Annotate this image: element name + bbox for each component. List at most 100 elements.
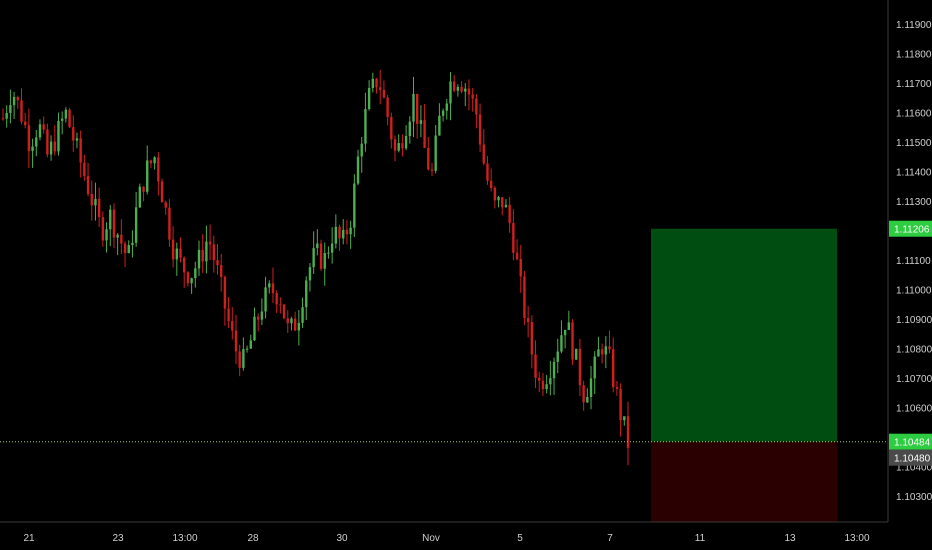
time-axis[interactable]: 21 23 13:00 28 30 Nov 5 7 11 13 13:00	[23, 533, 870, 544]
candle-body	[597, 349, 600, 357]
candle-body	[138, 186, 142, 208]
candle-body	[42, 124, 45, 130]
candle-body	[534, 354, 537, 378]
price-tick-label: 1.10700	[896, 374, 932, 385]
candle-body	[123, 243, 127, 253]
price-tick-label: 1.11100	[896, 256, 931, 267]
position-profit-zone[interactable]	[651, 228, 837, 442]
candle-body	[12, 96, 16, 106]
candle-body	[356, 156, 360, 184]
candle-body	[282, 304, 286, 319]
candle-body	[79, 138, 82, 163]
candle-body	[86, 176, 90, 195]
candle-body	[626, 416, 630, 448]
candle-body	[475, 98, 478, 115]
time-tick-label: Nov	[422, 533, 440, 544]
time-tick-label: 30	[336, 533, 348, 544]
candle-body	[168, 207, 171, 240]
candle-body	[379, 87, 382, 90]
time-tick-label: 13	[784, 533, 796, 544]
candle-body	[608, 346, 611, 350]
candle-body	[353, 183, 356, 228]
price-tick-label: 1.10600	[896, 403, 932, 414]
candle-body	[423, 120, 426, 148]
candle-body	[575, 348, 578, 360]
candle-body	[390, 116, 393, 140]
candle-body	[105, 229, 108, 241]
candle-body	[489, 180, 493, 188]
candle-body	[131, 242, 134, 246]
price-tick-label: 1.10400	[896, 462, 932, 473]
candle-body	[271, 283, 275, 294]
price-tick-label: 1.11800	[896, 49, 932, 60]
candle-body	[538, 377, 541, 381]
candle-body	[112, 209, 116, 238]
candle-body	[101, 217, 105, 241]
time-tick-label: 13:00	[844, 533, 869, 544]
candle-body	[223, 276, 227, 309]
candle-body	[438, 115, 441, 136]
candle-body	[242, 349, 245, 368]
candle-body	[456, 86, 460, 91]
target-price-label: 1.11206	[894, 225, 930, 236]
candle-body	[404, 136, 408, 149]
candle-body	[190, 278, 193, 284]
candle-body	[97, 199, 101, 218]
candle-body	[205, 241, 208, 262]
candle-body	[197, 249, 201, 269]
candle-body	[46, 129, 49, 155]
candle-body	[486, 163, 489, 181]
candle-body	[482, 144, 485, 164]
candle-body	[623, 416, 626, 421]
candle-body	[109, 209, 112, 230]
time-tick-label: 11	[695, 533, 706, 544]
long-position-tool[interactable]	[651, 228, 837, 522]
price-tick-label: 1.11700	[896, 79, 932, 90]
candle-body	[460, 86, 463, 92]
time-tick-label: 21	[23, 533, 35, 544]
candle-body	[183, 257, 186, 273]
candle-body	[268, 283, 271, 288]
candle-body	[504, 204, 508, 208]
price-tick-label: 1.11000	[896, 285, 932, 296]
candle-body	[142, 186, 145, 192]
price-tick-label: 1.11400	[896, 167, 932, 178]
candle-body	[386, 97, 389, 117]
candle-body	[501, 197, 504, 208]
candle-body	[316, 243, 319, 249]
candle-body	[127, 245, 130, 253]
candle-body	[408, 121, 412, 137]
candle-body	[297, 322, 301, 331]
candle-body	[208, 241, 212, 245]
candle-body	[371, 78, 375, 88]
candle-body	[412, 93, 415, 122]
candle-body	[530, 322, 534, 355]
candle-body	[219, 265, 223, 277]
candle-body	[556, 351, 559, 362]
position-loss-zone[interactable]	[651, 441, 837, 522]
candle-body	[582, 385, 585, 403]
candle-body	[175, 248, 179, 260]
candle-body	[231, 321, 234, 331]
time-tick-label: 23	[112, 533, 124, 544]
price-tick-label: 1.10300	[896, 492, 932, 503]
candle-body	[349, 227, 352, 235]
candle-body	[194, 268, 197, 279]
candle-body	[171, 239, 175, 260]
candle-body	[245, 348, 249, 350]
candle-body	[323, 252, 326, 269]
candle-body	[5, 112, 8, 119]
candle-body	[449, 81, 452, 104]
candle-body	[201, 249, 204, 262]
candle-body	[619, 388, 622, 421]
candle-body	[523, 276, 526, 319]
candle-body	[434, 135, 437, 171]
price-tick-label: 1.11300	[896, 197, 932, 208]
candle-body	[301, 307, 304, 323]
candle-body	[23, 121, 27, 126]
candle-body	[68, 109, 71, 128]
candle-body	[334, 226, 338, 244]
price-axis[interactable]: 1.11900 1.11800 1.11700 1.11600 1.11500 1.114…	[896, 20, 932, 503]
candle-body	[49, 141, 53, 155]
